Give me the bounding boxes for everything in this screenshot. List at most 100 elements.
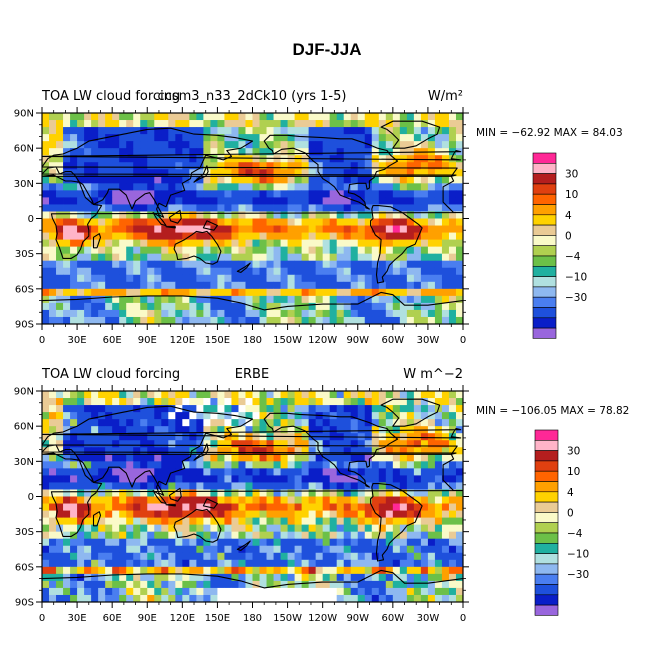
field-cell [42,316,50,324]
field-cell [161,440,169,448]
field-cell [56,545,64,554]
field-cell [49,510,57,518]
field-cell [147,391,155,399]
field-cell [406,573,415,582]
field-cell [392,190,401,198]
field-cell [385,211,394,219]
field-cell [392,169,401,177]
field-cell [70,587,78,596]
field-cell [210,274,218,283]
field-cell [413,538,422,547]
field-cell [70,316,78,324]
colorbar-swatch [532,296,557,308]
field-cell [42,559,50,568]
field-cell [273,183,281,191]
field-cell [77,120,85,128]
field-cell [245,587,253,596]
field-cell [350,510,359,518]
field-cell [133,405,141,413]
field-cell [189,127,197,135]
field-cell [231,281,239,290]
field-cell [273,127,281,135]
field-cell [196,120,204,128]
coastline [165,504,176,507]
field-cell [70,412,78,420]
field-cell [301,267,310,276]
field-cell [322,169,331,177]
field-cell [91,447,99,455]
field-cell [168,524,176,533]
field-cell [154,412,162,420]
field-cell [105,531,113,540]
field-cell [203,398,211,406]
field-cell [308,295,317,304]
field-cell [112,246,120,255]
field-cell [133,419,141,427]
field-cell [231,552,239,561]
field-cell [392,580,401,589]
field-cell [154,398,162,406]
field-cell [175,190,183,198]
field-cell [98,454,106,462]
field-cell [84,211,92,219]
field-cell [294,169,303,177]
field-cell [84,510,92,518]
field-cell [301,468,310,476]
field-cell [126,559,134,568]
field-cell [91,524,99,533]
field-cell [203,580,211,589]
field-cell [378,559,387,568]
field-cell [196,468,204,476]
field-cell [63,309,71,318]
field-cell [98,162,106,170]
field-cell [406,288,415,297]
field-cell [224,391,232,399]
field-cell [329,489,338,497]
field-cell [357,127,366,135]
field-cell [84,316,92,324]
field-cell [49,573,57,582]
field-cell [357,253,366,262]
field-cell [154,517,162,526]
field-cell [350,148,359,156]
field-cell [252,419,260,427]
field-cell [126,419,134,427]
field-cell [175,538,183,547]
field-cell [294,134,303,142]
field-cell [161,391,169,399]
field-cell [371,218,380,226]
field-cell [70,274,78,283]
field-cell [196,134,204,142]
field-cell [413,309,422,318]
y-tick-label: 30N [14,179,34,190]
coastline [152,490,167,505]
field-cell [140,169,148,177]
field-cell [441,155,450,163]
field-cell [70,482,78,490]
field-cell [77,239,85,248]
field-cell [189,573,197,582]
field-cell [392,246,401,255]
field-cell [182,274,190,283]
field-cell [203,531,211,540]
field-cell [427,405,436,413]
field-cell [259,461,267,469]
field-cell [336,148,345,156]
field-cell [336,113,345,121]
field-cell [196,412,204,420]
field-cell [378,496,387,504]
field-cell [231,148,239,156]
field-cell [140,281,148,290]
field-cell [175,302,183,311]
field-cell [343,190,352,198]
field-cell [280,232,288,240]
field-cell [70,211,78,219]
colorbar-swatch [532,152,557,164]
field-cell [427,468,436,476]
field-cell [98,559,106,568]
field-cell [140,475,148,483]
field-cell [77,302,85,311]
field-cell [308,524,317,533]
field-cell [231,447,239,455]
field-cell [217,517,225,526]
